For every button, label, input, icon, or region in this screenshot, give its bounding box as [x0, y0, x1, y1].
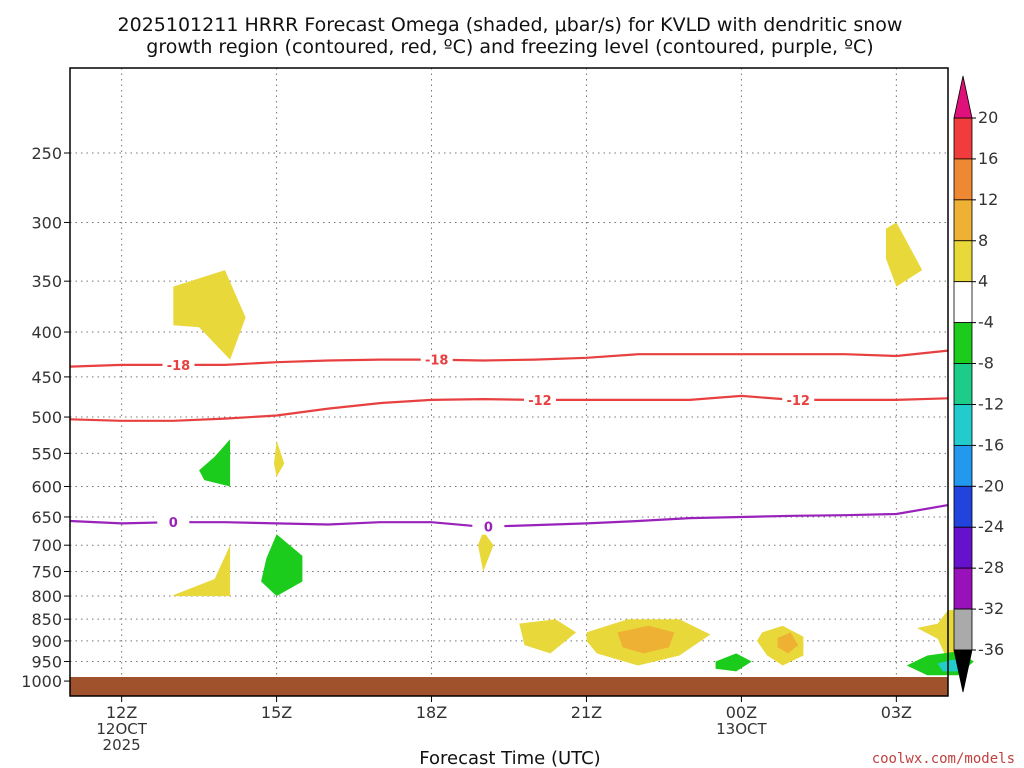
y-tick-label: 350 — [31, 272, 62, 291]
colorbar-label: -12 — [978, 394, 1004, 413]
y-tick-label: 700 — [31, 536, 62, 555]
omega-region — [886, 222, 923, 287]
omega-region — [173, 270, 246, 360]
isotherm-label: 0 — [169, 516, 178, 531]
y-tick-label: 650 — [31, 508, 62, 527]
x-axis-label: Forecast Time (UTC) — [419, 748, 600, 768]
omega-region — [617, 625, 675, 654]
plot-area: -18 -18 -12 -12 0 0 — [69, 67, 974, 697]
y-tick-label: 750 — [31, 562, 62, 581]
y-tick-label: 300 — [31, 213, 62, 232]
y-tick-label: 550 — [31, 444, 62, 463]
y-tick-label: 500 — [31, 408, 62, 427]
colorbar-label: -20 — [978, 476, 1004, 495]
x-tick-label: 12Z — [106, 703, 137, 722]
omega-region — [261, 534, 303, 597]
omega-region — [199, 439, 231, 487]
colorbar-bottom-arrow — [953, 649, 973, 693]
colorbar-label: 4 — [978, 272, 988, 291]
colorbar-label: -8 — [978, 354, 994, 373]
omega-region — [478, 531, 494, 572]
colorbar-label: -36 — [978, 640, 1004, 659]
y-tick-label: 1000 — [21, 672, 62, 691]
colorbar-band — [953, 363, 973, 405]
x-tick-label: 03Z — [881, 703, 912, 722]
isotherm-label: -12 — [786, 394, 810, 409]
y-tick-label: 400 — [31, 323, 62, 342]
y-tick-label: 850 — [31, 610, 62, 629]
colorbar-band — [953, 404, 973, 446]
isotherm-label-bg — [162, 356, 195, 373]
y-tick-label: 250 — [31, 144, 62, 163]
isotherm-label-bg — [157, 514, 190, 531]
isotherm-label: -18 — [425, 354, 449, 369]
colorbar-band — [953, 485, 973, 528]
chart-title-line1: 2025101211 HRRR Forecast Omega (shaded, … — [118, 14, 903, 36]
colorbar-band — [953, 567, 973, 610]
y-axis-ticks: 250 300 350 400 450 500 550 600 650 700 750 800 850 9… — [21, 144, 70, 691]
colorbar-label: -4 — [978, 313, 994, 332]
colorbar-band — [953, 158, 973, 201]
ground-surface — [70, 677, 948, 696]
x-tick-label: 2025 — [103, 736, 141, 754]
isotherm-line — [69, 504, 949, 528]
omega-region — [274, 440, 285, 477]
x-tick-label: 00Z — [726, 703, 757, 722]
y-tick-label: 900 — [31, 632, 62, 651]
x-tick-label: 13OCT — [716, 720, 767, 738]
isotherm-label: -18 — [167, 359, 191, 374]
isotherm-contours: -18 -18 -12 -12 0 0 — [69, 349, 949, 536]
colorbar-top-arrow — [953, 75, 973, 119]
isotherm-label: 0 — [484, 521, 493, 536]
colorbar-band — [953, 199, 973, 242]
omega-region — [715, 653, 752, 672]
colorbar-label: -28 — [978, 558, 1004, 577]
isotherm-label-bg — [420, 351, 453, 368]
y-tick-label: 600 — [31, 477, 62, 496]
colorbar-label: 8 — [978, 231, 988, 250]
colorbar-band — [953, 281, 973, 324]
colorbar-band — [953, 117, 973, 160]
colorbar-label: -24 — [978, 517, 1004, 536]
y-tick-label: 450 — [31, 368, 62, 387]
isotherm-label: -12 — [528, 394, 552, 409]
omega-region — [519, 619, 577, 654]
colorbar-label: -16 — [978, 435, 1004, 454]
isotherm-line — [69, 349, 949, 368]
colorbar-label: 12 — [978, 190, 998, 209]
colorbar-band — [953, 526, 973, 569]
colorbar-label: 16 — [978, 149, 998, 168]
colorbar-band — [953, 240, 973, 283]
isotherm-label-bg — [782, 391, 815, 408]
x-tick-label: 21Z — [571, 703, 602, 722]
x-tick-label: 15Z — [261, 703, 292, 722]
isotherm-label-bg — [523, 391, 556, 408]
plot-frame — [69, 67, 949, 697]
colorbar-band — [953, 322, 973, 364]
credit-text: coolwx.com/models — [872, 751, 1015, 767]
colorbar-band — [953, 608, 973, 651]
x-tick-label: 18Z — [416, 703, 447, 722]
colorbar-label: -32 — [978, 599, 1004, 618]
x-tick-label: 12OCT — [96, 720, 147, 738]
colorbar: 20 16 12 8 4 -4 -8 -12 -16 -20 -24 -28 -32 -36 — [953, 75, 1004, 693]
colorbar-label: 20 — [978, 108, 998, 127]
omega-region — [777, 632, 799, 654]
colorbar-band — [953, 444, 973, 487]
chart-title-line2: growth region (contoured, red, ºC) and f… — [146, 36, 873, 58]
y-tick-label: 800 — [31, 587, 62, 606]
omega-region — [173, 545, 231, 597]
plot-background — [70, 68, 948, 696]
omega-shading — [173, 222, 974, 676]
y-tick-label: 950 — [31, 653, 62, 672]
isotherm-label-bg — [472, 518, 505, 535]
